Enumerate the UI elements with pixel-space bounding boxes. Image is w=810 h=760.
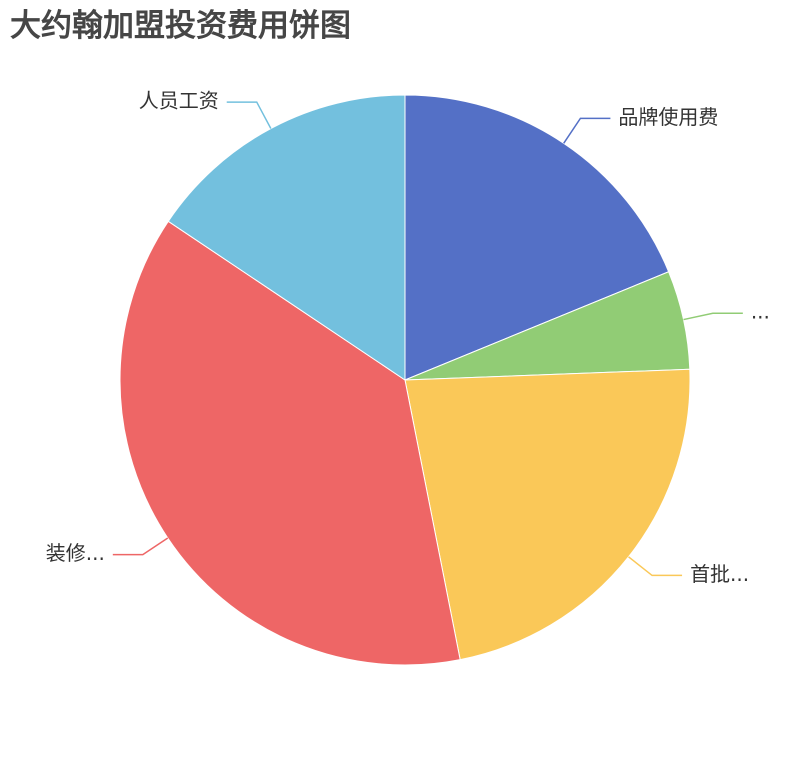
pie-leader-0 [563, 117, 611, 144]
chart-title: 大约翰加盟投资费用饼图 [10, 8, 351, 44]
pie-leader-lines [112, 101, 743, 577]
pie-leader-4 [226, 101, 272, 129]
pie-slices [119, 94, 691, 666]
pie-leader-2 [628, 556, 683, 577]
pie-label-0: 品牌使用费 [618, 105, 718, 129]
pie-slice-2[interactable] [404, 368, 691, 661]
pie-label-1: ... [751, 300, 770, 324]
pie-leader-1 [683, 312, 743, 321]
pie-label-2: 首批... [690, 562, 749, 586]
pie-leader-3 [112, 537, 169, 556]
pie-label-3: 装修... [46, 541, 105, 565]
pie-label-4: 人员工资 [139, 89, 219, 113]
pie-labels: 品牌使用费... 首批... 装修... 人员工资 [46, 89, 770, 586]
pie-slice-0[interactable] [404, 94, 670, 381]
